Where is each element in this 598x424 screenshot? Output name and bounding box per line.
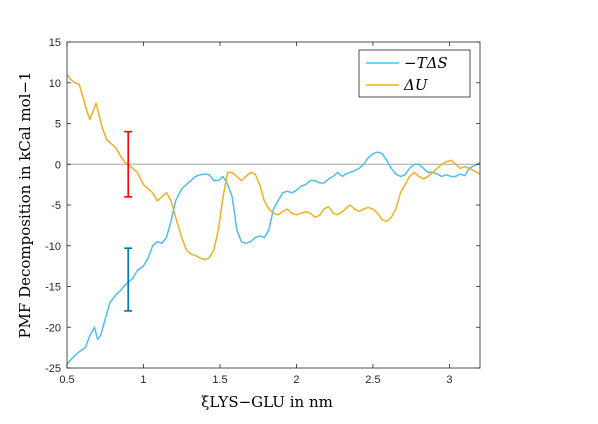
errorbar-1 xyxy=(124,247,133,312)
x-tick-label: 3 xyxy=(446,374,452,386)
legend: −TΔS ΔU xyxy=(358,49,471,98)
y-tick-label: 5 xyxy=(55,119,61,131)
y-axis-label: PMF Decomposition in kCal mol−1 xyxy=(16,71,34,338)
legend-box xyxy=(358,49,471,98)
errorbar-0 xyxy=(124,130,133,198)
series-line-1 xyxy=(66,74,481,261)
legend-label-tds: −TΔS xyxy=(404,54,448,72)
y-tick-label: -15 xyxy=(45,282,61,294)
x-tick-label: 1 xyxy=(140,374,146,386)
y-tick-label: -25 xyxy=(45,363,61,375)
x-tick-label: 0.5 xyxy=(59,374,74,386)
x-tick-label: 1.5 xyxy=(212,374,227,386)
x-tick-label: 2.5 xyxy=(365,374,380,386)
y-tick-label: -20 xyxy=(45,322,61,334)
y-tick-label: -5 xyxy=(51,200,61,212)
x-axis-label: ξLYS−GLU in nm xyxy=(201,393,333,411)
x-tick-label: 2 xyxy=(293,374,299,386)
legend-label-du: ΔU xyxy=(403,76,429,94)
y-tick-label: -10 xyxy=(45,241,61,253)
y-tick-label: 0 xyxy=(55,159,61,171)
y-tick-label: 10 xyxy=(49,78,61,90)
y-tick-label: 15 xyxy=(49,37,61,49)
series-line-0 xyxy=(66,151,481,365)
